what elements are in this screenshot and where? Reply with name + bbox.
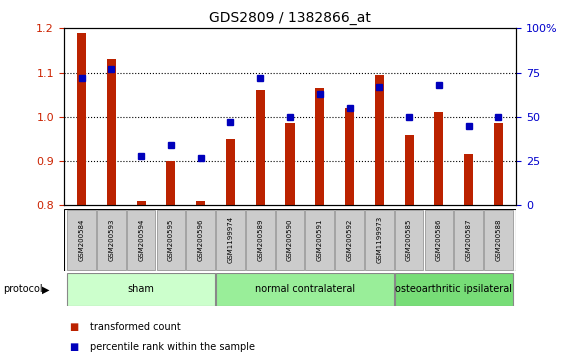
Bar [464,154,473,205]
Bar [137,201,146,205]
Text: GSM200596: GSM200596 [198,218,204,261]
Bar [395,273,513,306]
Text: sham: sham [128,284,155,295]
Bar [395,210,423,270]
Bar [77,33,86,205]
Bar [246,210,274,270]
Bar [425,210,453,270]
Bar [67,210,96,270]
Text: protocol: protocol [3,284,42,295]
Text: percentile rank within the sample: percentile rank within the sample [90,342,255,352]
Bar [166,161,175,205]
Bar [285,124,295,205]
Text: ▶: ▶ [42,284,50,295]
Bar [405,135,414,205]
Text: GSM200592: GSM200592 [346,219,353,261]
Text: GSM200591: GSM200591 [317,218,322,261]
Text: GSM200588: GSM200588 [495,218,501,261]
Bar [186,210,215,270]
Bar [276,210,304,270]
Bar [484,210,513,270]
Bar [256,90,264,205]
Bar [97,210,126,270]
Text: GSM200595: GSM200595 [168,219,174,261]
Bar [345,108,354,205]
Bar [127,210,155,270]
Text: GSM200590: GSM200590 [287,218,293,261]
Text: GSM200587: GSM200587 [466,218,472,261]
Bar [494,124,503,205]
Text: GSM200594: GSM200594 [138,219,144,261]
Text: GSM200586: GSM200586 [436,218,442,261]
Text: GSM200585: GSM200585 [406,219,412,261]
Bar [316,88,324,205]
Text: GSM200593: GSM200593 [108,218,114,261]
Text: osteoarthritic ipsilateral: osteoarthritic ipsilateral [395,284,512,295]
Bar [157,210,185,270]
Text: ■: ■ [70,342,79,352]
Text: GSM1199973: GSM1199973 [376,216,382,263]
Bar [216,273,394,306]
Text: GSM1199974: GSM1199974 [227,216,234,263]
Bar [375,75,384,205]
Bar [434,113,443,205]
Bar [454,210,483,270]
Text: normal contralateral: normal contralateral [255,284,355,295]
Bar [216,210,245,270]
Bar [196,201,205,205]
Text: ■: ■ [70,322,79,332]
Bar [306,210,334,270]
Bar [67,273,215,306]
Text: GDS2809 / 1382866_at: GDS2809 / 1382866_at [209,11,371,25]
Bar [226,139,235,205]
Text: GSM200589: GSM200589 [258,218,263,261]
Text: transformed count: transformed count [90,322,180,332]
Bar [335,210,364,270]
Bar [107,59,116,205]
Bar [365,210,394,270]
Text: GSM200584: GSM200584 [79,219,85,261]
